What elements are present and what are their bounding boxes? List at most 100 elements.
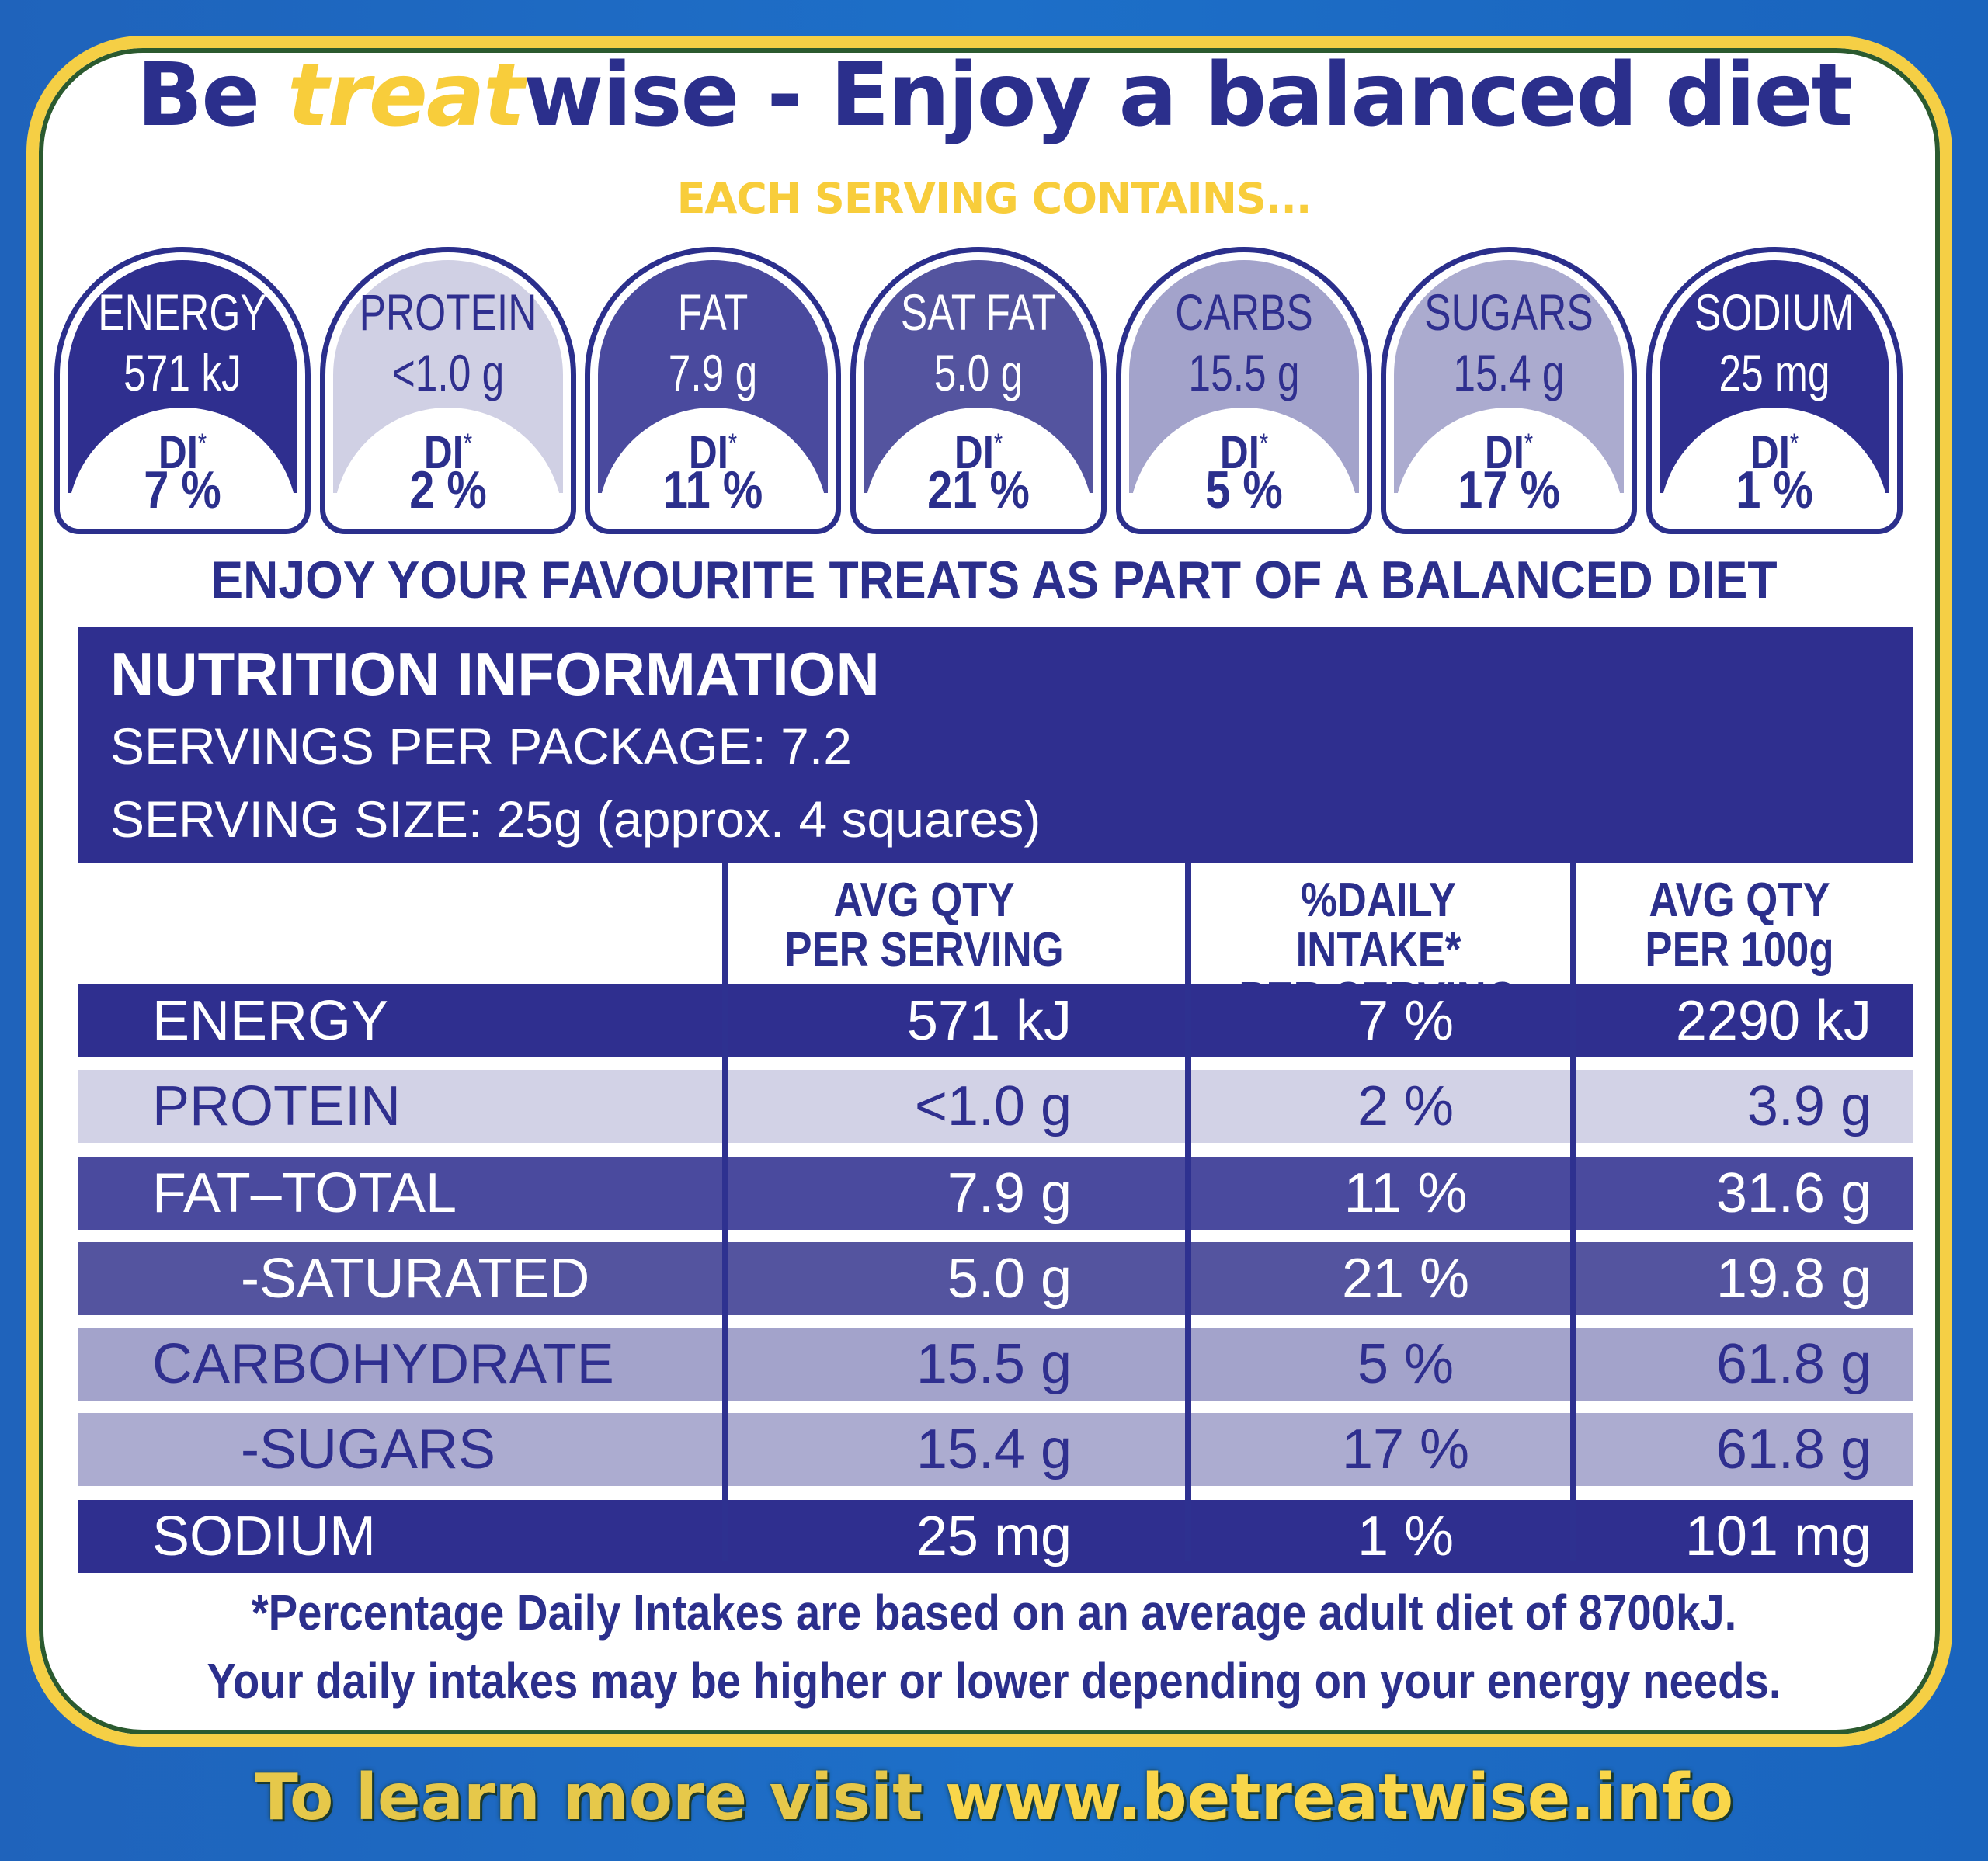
learn-more-text: To learn more visit bbox=[254, 1761, 945, 1835]
gda-di-text: DI bbox=[1750, 426, 1790, 478]
table-row: ENERGY 571 kJ 7 % 2290 kJ bbox=[78, 984, 1913, 1057]
gda-badge-energy: ENERGY 571 kJ DI* 7 % bbox=[54, 247, 311, 534]
gda-pct: 1 % bbox=[1736, 460, 1813, 519]
headline-be: Be bbox=[136, 45, 288, 146]
gda-badge-sugars: SUGARS 15.4 g DI* 17 % bbox=[1381, 247, 1638, 534]
col-header-daily-intake: %DAILY INTAKE* PER SERVING bbox=[1217, 863, 1541, 1025]
gda-badge-sodium: SODIUM 25 mg DI* 1 % bbox=[1646, 247, 1903, 534]
gda-di-label: DI* bbox=[423, 426, 472, 478]
footnote-line-1: *Percentage Daily Intakes are based on a… bbox=[251, 1585, 1737, 1641]
gda-di-label: DI* bbox=[1485, 426, 1534, 478]
gda-pct: 2 % bbox=[408, 460, 487, 519]
row-per-100g: 61.8 g bbox=[1715, 1418, 1872, 1481]
gda-qty: 7.9 g bbox=[669, 344, 758, 401]
row-per-100g: 2290 kJ bbox=[1675, 990, 1872, 1052]
row-per-100g: 19.8 g bbox=[1715, 1248, 1872, 1310]
headline-treat-logo: treat bbox=[287, 45, 525, 146]
gda-di-label: DI* bbox=[689, 426, 738, 478]
table-row: -SUGARS 15.4 g 17 % 61.8 g bbox=[78, 1413, 1913, 1486]
gda-badge-sat-fat: SAT FAT 5.0 g DI* 21 % bbox=[850, 247, 1107, 534]
gda-di-text: DI bbox=[423, 426, 464, 478]
table-row: CARBOHYDRATE 15.5 g 5 % 61.8 g bbox=[78, 1328, 1913, 1401]
gda-name: SAT FAT bbox=[900, 283, 1057, 341]
gda-di-text: DI bbox=[954, 426, 994, 478]
gda-di-text: DI bbox=[1219, 426, 1260, 478]
gda-pct: 5 % bbox=[1204, 460, 1283, 519]
gda-di-label: DI* bbox=[954, 426, 1003, 478]
gda-di-text: DI bbox=[1485, 426, 1525, 478]
gda-name: SUGARS bbox=[1424, 283, 1594, 341]
learn-more: To learn more visit www.betreatwise.info bbox=[0, 1761, 1988, 1835]
column-divider bbox=[1185, 863, 1191, 1561]
row-per-serving: 7.9 g bbox=[947, 1162, 1072, 1224]
website-link[interactable]: www.betreatwise.info bbox=[944, 1761, 1734, 1835]
row-label: ENERGY bbox=[152, 990, 389, 1052]
row-daily-intake: 21 % bbox=[1341, 1248, 1470, 1310]
row-per-serving: 25 mg bbox=[916, 1505, 1072, 1568]
gda-di-text: DI bbox=[158, 426, 198, 478]
col-header-line: AVG QTY bbox=[833, 873, 1015, 927]
col-header-line: AVG QTY bbox=[1649, 873, 1830, 927]
row-label: -SUGARS bbox=[241, 1418, 496, 1481]
headline: Be treatwise - Enjoy a balanced diet bbox=[0, 45, 1988, 146]
gda-pct: 7 % bbox=[144, 460, 221, 519]
gda-name: ENERGY bbox=[98, 283, 267, 341]
row-daily-intake: 1 % bbox=[1357, 1505, 1455, 1568]
column-divider bbox=[722, 863, 728, 1561]
serving-size: SERVING SIZE: 25g (approx. 4 squares) bbox=[110, 790, 1041, 848]
row-per-serving: 571 kJ bbox=[906, 990, 1072, 1052]
gda-name: CARBS bbox=[1174, 283, 1313, 341]
row-per-serving: 5.0 g bbox=[947, 1248, 1072, 1310]
column-divider bbox=[1570, 863, 1576, 1561]
col-header-line: PER 100g bbox=[1645, 923, 1834, 977]
nutrition-info-header: NUTRITION INFORMATION SERVINGS PER PACKA… bbox=[78, 627, 1913, 863]
gda-badge-protein: PROTEIN <1.0 g DI* 2 % bbox=[319, 247, 576, 534]
gda-name: PROTEIN bbox=[359, 283, 537, 341]
col-header-per-serving: AVG QTY PER SERVING bbox=[752, 863, 1096, 984]
gda-qty: 15.4 g bbox=[1453, 344, 1565, 401]
gda-di-label: DI* bbox=[1219, 426, 1268, 478]
gda-pct: 21 % bbox=[927, 460, 1030, 519]
gda-di-label: DI* bbox=[1750, 426, 1799, 478]
nutrition-info-title: NUTRITION INFORMATION bbox=[110, 640, 880, 708]
gda-name: FAT bbox=[678, 283, 749, 341]
col-header-per-100g: AVG QTY PER 100g bbox=[1601, 863, 1879, 984]
gda-di-label: DI* bbox=[158, 426, 207, 478]
col-header-line: PER SERVING bbox=[784, 923, 1064, 977]
row-per-100g: 3.9 g bbox=[1746, 1075, 1872, 1137]
gda-qty: <1.0 g bbox=[391, 344, 504, 401]
gda-qty: 5.0 g bbox=[933, 344, 1024, 401]
row-per-serving: 15.4 g bbox=[916, 1418, 1072, 1481]
gda-pct: 11 % bbox=[663, 460, 763, 519]
enjoy-message: ENJOY YOUR FAVOURITE TREATS AS PART OF A… bbox=[210, 550, 1778, 609]
gda-qty: 571 kJ bbox=[123, 344, 242, 401]
servings-per-package: SERVINGS PER PACKAGE: 7.2 bbox=[110, 717, 852, 775]
row-per-serving: 15.5 g bbox=[916, 1333, 1072, 1395]
row-daily-intake: 17 % bbox=[1341, 1418, 1470, 1481]
row-daily-intake: 11 % bbox=[1343, 1162, 1468, 1224]
gda-pct: 17 % bbox=[1458, 460, 1561, 519]
col-header-line: %DAILY INTAKE* bbox=[1295, 873, 1461, 977]
headline-rest: wise - Enjoy a balanced diet bbox=[523, 45, 1853, 146]
row-label: CARBOHYDRATE bbox=[152, 1333, 614, 1395]
gda-badge-carbs: CARBS 15.5 g DI* 5 % bbox=[1115, 247, 1372, 534]
row-daily-intake: 7 % bbox=[1357, 990, 1455, 1052]
daily-intake-badges: ENERGY 571 kJ DI* 7 % PROTEIN <1.0 g DI* 2 % FAT… bbox=[54, 247, 1903, 534]
row-label: FAT–TOTAL bbox=[152, 1162, 457, 1224]
row-per-100g: 101 mg bbox=[1684, 1505, 1872, 1568]
table-row: FAT–TOTAL 7.9 g 11 % 31.6 g bbox=[78, 1157, 1913, 1230]
gda-qty: 25 mg bbox=[1719, 344, 1830, 401]
gda-di-text: DI bbox=[689, 426, 729, 478]
row-label: -SATURATED bbox=[241, 1248, 590, 1310]
gda-badge-fat: FAT 7.9 g DI* 11 % bbox=[585, 247, 842, 534]
row-daily-intake: 2 % bbox=[1357, 1075, 1455, 1137]
table-row: SODIUM 25 mg 1 % 101 mg bbox=[78, 1500, 1913, 1573]
row-label: SODIUM bbox=[152, 1505, 376, 1568]
row-per-serving: <1.0 g bbox=[914, 1075, 1072, 1137]
row-per-100g: 31.6 g bbox=[1715, 1162, 1872, 1224]
row-per-100g: 61.8 g bbox=[1715, 1333, 1872, 1395]
row-label: PROTEIN bbox=[152, 1075, 401, 1137]
gda-name: SODIUM bbox=[1694, 283, 1854, 341]
table-row: -SATURATED 5.0 g 21 % 19.8 g bbox=[78, 1242, 1913, 1315]
